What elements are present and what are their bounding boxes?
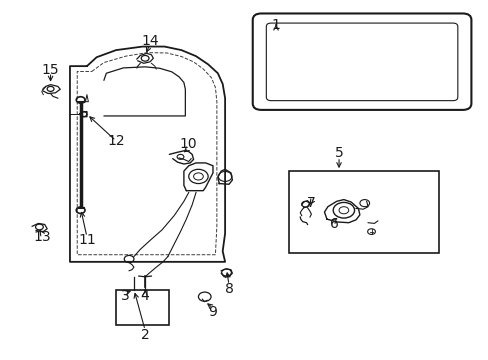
Text: 12: 12 xyxy=(107,134,124,148)
Circle shape xyxy=(76,207,85,213)
Text: 1: 1 xyxy=(271,18,280,32)
Text: 6: 6 xyxy=(329,217,338,231)
Text: 13: 13 xyxy=(33,230,51,244)
Text: 8: 8 xyxy=(224,282,233,296)
Text: 14: 14 xyxy=(141,34,159,48)
Text: 10: 10 xyxy=(180,138,197,152)
Text: 7: 7 xyxy=(306,196,315,210)
Text: 5: 5 xyxy=(334,146,343,160)
Text: 11: 11 xyxy=(78,234,96,247)
Text: 15: 15 xyxy=(41,63,59,77)
Text: 2: 2 xyxy=(141,328,149,342)
Text: 9: 9 xyxy=(208,305,217,319)
Text: 3: 3 xyxy=(121,289,130,303)
Text: 4: 4 xyxy=(141,289,149,303)
Circle shape xyxy=(76,97,85,103)
